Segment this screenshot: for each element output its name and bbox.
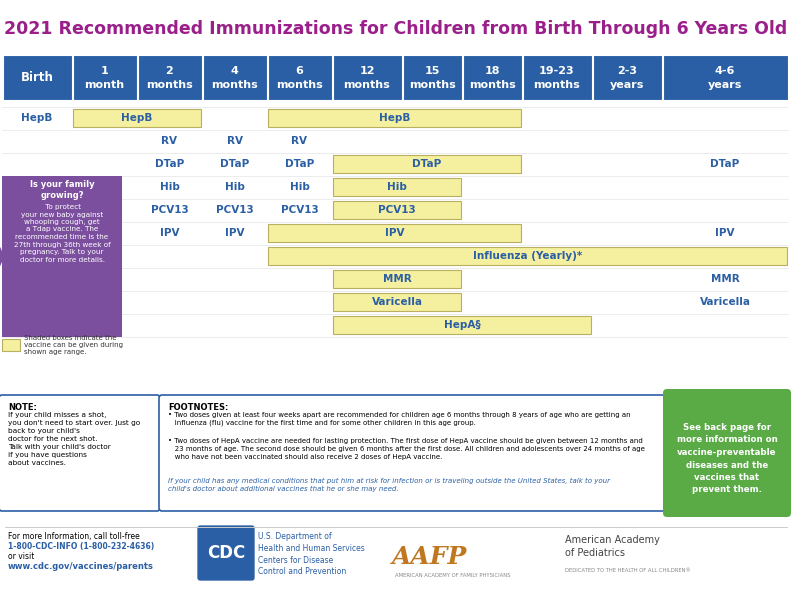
Text: months: months (534, 80, 581, 89)
FancyBboxPatch shape (268, 247, 787, 265)
Text: American Academy
of Pediatrics: American Academy of Pediatrics (565, 535, 660, 558)
Text: U.S. Department of
Health and Human Services
Centers for Disease
Control and Pre: U.S. Department of Health and Human Serv… (258, 532, 365, 577)
FancyBboxPatch shape (333, 316, 591, 334)
Text: months: months (147, 80, 193, 89)
FancyBboxPatch shape (138, 55, 201, 100)
Text: 12: 12 (360, 67, 375, 76)
Text: DTaP: DTaP (155, 159, 184, 169)
Text: months: months (469, 80, 516, 89)
FancyBboxPatch shape (333, 201, 461, 219)
Text: Hib: Hib (159, 182, 180, 192)
Text: months: months (409, 80, 455, 89)
Text: Varicella: Varicella (371, 297, 422, 307)
Text: HepB: HepB (379, 113, 410, 123)
FancyBboxPatch shape (73, 109, 201, 127)
Text: or visit: or visit (8, 552, 34, 561)
Text: If your child has any medical conditions that put him at risk for infection or i: If your child has any medical conditions… (168, 478, 610, 492)
FancyBboxPatch shape (592, 55, 661, 100)
Text: CDC: CDC (207, 544, 246, 562)
Text: For more Information, call toll-free: For more Information, call toll-free (8, 532, 139, 541)
Text: HepA§: HepA§ (444, 320, 481, 330)
Text: To protect
your new baby against
whooping cough, get
a Tdap vaccine. The
recomme: To protect your new baby against whoopin… (13, 204, 110, 263)
Text: months: months (344, 80, 390, 89)
Text: years: years (708, 80, 742, 89)
Text: Birth: Birth (21, 71, 53, 84)
Text: DTaP: DTaP (285, 159, 314, 169)
FancyBboxPatch shape (523, 55, 592, 100)
Text: 1-800-CDC-INFO (1-800-232-4636): 1-800-CDC-INFO (1-800-232-4636) (8, 542, 154, 551)
Text: MMR: MMR (383, 274, 411, 284)
Text: HepB: HepB (21, 113, 53, 123)
Text: FOOTNOTES:: FOOTNOTES: (168, 403, 228, 412)
Text: Hib: Hib (225, 182, 245, 192)
Text: DTaP: DTaP (413, 159, 442, 169)
FancyBboxPatch shape (663, 389, 791, 517)
Text: • Two doses of HepA vaccine are needed for lasting protection. The first dose of: • Two doses of HepA vaccine are needed f… (168, 438, 645, 460)
Text: If your child misses a shot,
you don't need to start over. Just go
back to your : If your child misses a shot, you don't n… (8, 412, 140, 466)
Text: month: month (85, 80, 124, 89)
Text: DEDICATED TO THE HEALTH OF ALL CHILDREN®: DEDICATED TO THE HEALTH OF ALL CHILDREN® (565, 568, 691, 573)
Text: PCV13: PCV13 (150, 205, 188, 215)
Text: www.cdc.gov/vaccines/parents: www.cdc.gov/vaccines/parents (8, 562, 154, 571)
Text: Influenza (Yearly)*: Influenza (Yearly)* (473, 251, 582, 261)
FancyBboxPatch shape (333, 155, 521, 173)
Text: RV: RV (162, 136, 177, 146)
Text: See back page for
more information on
vaccine-preventable
diseases and the
vacci: See back page for more information on va… (676, 423, 778, 494)
Text: years: years (610, 80, 644, 89)
Text: months: months (276, 80, 323, 89)
Text: HepB: HepB (121, 113, 153, 123)
FancyBboxPatch shape (0, 395, 160, 511)
Text: IPV: IPV (715, 228, 735, 238)
Text: RV: RV (227, 136, 242, 146)
FancyBboxPatch shape (333, 293, 461, 311)
FancyBboxPatch shape (268, 55, 332, 100)
FancyBboxPatch shape (268, 109, 521, 127)
Text: 4-6: 4-6 (715, 67, 735, 76)
FancyBboxPatch shape (268, 224, 521, 242)
FancyBboxPatch shape (662, 55, 787, 100)
Text: 2: 2 (166, 67, 173, 76)
Text: Shaded boxes indicate the
vaccine can be given during
shown age range.: Shaded boxes indicate the vaccine can be… (24, 335, 123, 355)
Text: Hib: Hib (290, 182, 310, 192)
Text: 18: 18 (484, 67, 500, 76)
FancyBboxPatch shape (73, 55, 136, 100)
Text: RV: RV (291, 136, 307, 146)
Text: PCV13: PCV13 (215, 205, 253, 215)
Text: PCV13: PCV13 (378, 205, 416, 215)
Text: MMR: MMR (710, 274, 740, 284)
FancyBboxPatch shape (2, 339, 20, 351)
FancyBboxPatch shape (333, 178, 461, 196)
Text: 4: 4 (230, 67, 238, 76)
FancyBboxPatch shape (203, 55, 266, 100)
Text: IPV: IPV (160, 228, 179, 238)
Text: • Two doses given at least four weeks apart are recommended for children age 6 m: • Two doses given at least four weeks ap… (168, 412, 630, 426)
Text: 2021 Recommended Immunizations for Children from Birth Through 6 Years Old: 2021 Recommended Immunizations for Child… (5, 20, 787, 38)
FancyBboxPatch shape (402, 55, 462, 100)
FancyBboxPatch shape (2, 55, 71, 100)
FancyBboxPatch shape (333, 55, 402, 100)
Text: PCV13: PCV13 (280, 205, 318, 215)
Text: 1: 1 (101, 67, 109, 76)
FancyBboxPatch shape (333, 270, 461, 288)
FancyBboxPatch shape (197, 525, 255, 581)
Text: 6: 6 (295, 67, 303, 76)
Text: DTaP: DTaP (710, 159, 740, 169)
Text: IPV: IPV (225, 228, 244, 238)
Text: IPV: IPV (385, 228, 404, 238)
Text: AAFP: AAFP (392, 545, 467, 569)
Text: Hib: Hib (387, 182, 407, 192)
Text: Is your family
growing?: Is your family growing? (29, 180, 94, 200)
Text: 2-3: 2-3 (617, 67, 637, 76)
Text: DTaP: DTaP (220, 159, 249, 169)
Text: Varicella: Varicella (699, 297, 751, 307)
FancyBboxPatch shape (2, 176, 122, 337)
FancyBboxPatch shape (159, 395, 665, 511)
Text: 15: 15 (425, 67, 440, 76)
Text: 19-23: 19-23 (539, 67, 575, 76)
Circle shape (0, 239, 2, 275)
Text: months: months (211, 80, 258, 89)
Text: NOTE:: NOTE: (8, 403, 37, 412)
FancyBboxPatch shape (463, 55, 521, 100)
Text: AMERICAN ACADEMY OF FAMILY PHYSICIANS: AMERICAN ACADEMY OF FAMILY PHYSICIANS (395, 573, 511, 578)
